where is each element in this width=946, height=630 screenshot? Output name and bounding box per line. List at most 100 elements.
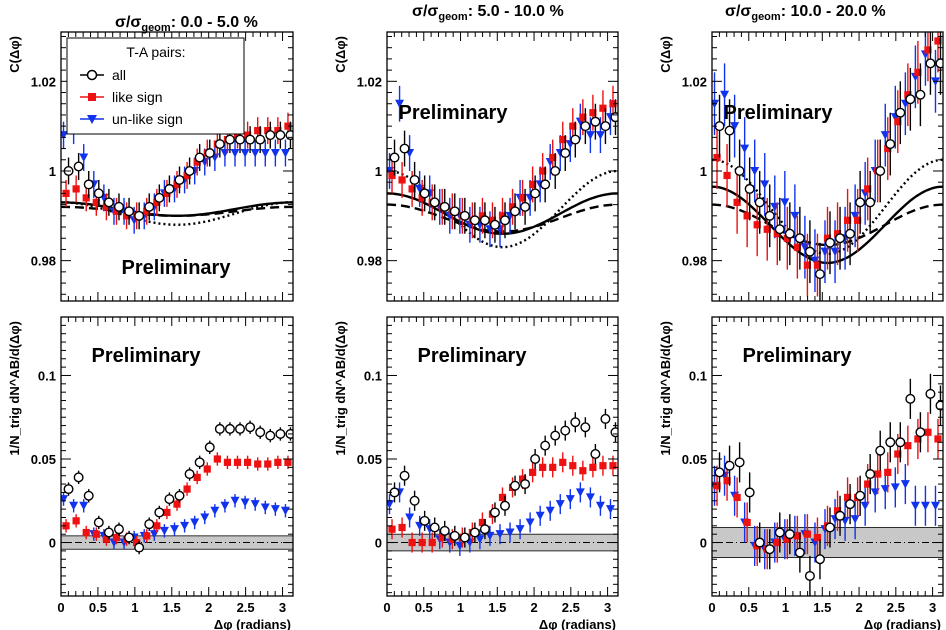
model-curve-dashed [61, 205, 293, 217]
all-point [275, 428, 286, 439]
column-title-2-sub: geom [438, 11, 468, 23]
like-sign-point [284, 122, 292, 130]
all-point [164, 183, 175, 194]
like-sign-point [102, 535, 110, 543]
all-point [600, 413, 611, 424]
like-sign-point [914, 68, 922, 76]
unlike-sign-point [790, 211, 800, 221]
y-tick-label: 0.05 [31, 452, 56, 467]
like-sign-point [518, 475, 527, 483]
unlike-sign-point [230, 149, 240, 158]
legend-entry-all: all [80, 67, 126, 83]
unlike-sign-point [780, 198, 790, 207]
y-tick-label: 0 [49, 536, 56, 551]
x-tick-label: 2.5 [887, 600, 905, 615]
all-point [530, 454, 541, 465]
y-tick-label: 1.02 [31, 74, 56, 89]
like-sign-point [398, 176, 406, 184]
all-point [885, 437, 896, 448]
all-point [520, 201, 531, 212]
all-point [449, 206, 460, 217]
like-sign-point [549, 153, 557, 162]
like-sign-point [559, 458, 567, 466]
unlike-sign-point [505, 528, 515, 538]
all-point [479, 524, 490, 535]
unlike-sign-point [475, 535, 485, 544]
all-point [389, 152, 400, 163]
like-sign-point [143, 207, 151, 215]
unlike-sign-point [595, 131, 605, 140]
like-sign-point [284, 458, 292, 466]
all-point [865, 197, 876, 208]
column-title-1-sub: geom [141, 22, 171, 34]
like-sign-point [82, 528, 90, 537]
unlike-sign-point [890, 483, 900, 492]
all-point [235, 134, 246, 145]
like-sign-point [733, 198, 741, 206]
like-sign-point [924, 428, 932, 436]
like-sign-point [418, 194, 426, 202]
unlike-sign-point [240, 498, 250, 507]
all-point [724, 460, 735, 471]
y-tick-label: 1.02 [357, 74, 382, 89]
like-sign-point [569, 462, 577, 470]
preliminary-label: Preliminary [399, 102, 509, 124]
all-point [124, 206, 135, 217]
like-sign-point [408, 538, 416, 547]
like-sign-point [579, 113, 587, 121]
like-sign-point [72, 185, 80, 193]
x-tick-label: 3 [279, 600, 286, 615]
unlike-sign-point [270, 149, 280, 158]
all-point [214, 423, 225, 434]
all-point [184, 469, 195, 480]
legend-all-label: all [112, 67, 126, 83]
legend-box [66, 37, 245, 135]
like-sign-point [713, 482, 721, 490]
x-tick-label: 0 [57, 600, 64, 615]
all-point [469, 215, 480, 226]
unlike-sign-point [260, 149, 270, 158]
all-point [419, 188, 430, 199]
legend-entry-unlike-sign: un-like sign [80, 111, 183, 127]
like-sign-point [498, 212, 507, 220]
unlike-sign-point [230, 496, 240, 506]
y-axis-title: 1/N_trig dN^AB/d(Δφ) [333, 321, 348, 456]
x-tick-label: 0 [708, 600, 715, 615]
like-sign-point [244, 131, 252, 139]
all-point [164, 494, 175, 505]
all-point [144, 519, 155, 530]
like-sign-point [934, 37, 942, 45]
x-tick-label: 0.5 [740, 600, 758, 615]
unlike-sign-point [555, 500, 565, 509]
legend: T-A pairs: all like sign un-like sign [66, 37, 245, 135]
all-point [875, 445, 886, 456]
x-tick-label: 2 [530, 600, 537, 615]
like-sign-point [388, 525, 396, 533]
all-point [255, 427, 266, 438]
unlike-sign-point [535, 511, 545, 521]
all-point [255, 134, 266, 145]
unlike-sign-point [495, 530, 505, 539]
all-point [925, 58, 936, 69]
model-curve-dotted [387, 169, 618, 249]
all-point [73, 161, 84, 172]
y-tick-label: 0.1 [38, 368, 56, 383]
all-point [774, 224, 785, 235]
all-point [764, 210, 775, 221]
unlike-sign-point [280, 149, 290, 158]
all-point [744, 487, 755, 498]
unlike-sign-point [159, 526, 169, 536]
all-point [580, 422, 591, 433]
panel-top-3: 0.98 1 1.02 C(Δφ) Preliminary [658, 31, 944, 302]
like-sign-point [743, 518, 751, 527]
like-sign-point [508, 203, 517, 211]
like-sign-point [274, 127, 282, 135]
model-curve-dotted [712, 158, 943, 256]
column-title-2-range: : 5.0 - 10.0 % [468, 3, 564, 20]
unlike-sign-point [920, 501, 930, 511]
all-point [724, 125, 735, 136]
all-point [489, 219, 500, 230]
like-sign-point [418, 538, 426, 547]
like-sign-point [488, 216, 497, 224]
